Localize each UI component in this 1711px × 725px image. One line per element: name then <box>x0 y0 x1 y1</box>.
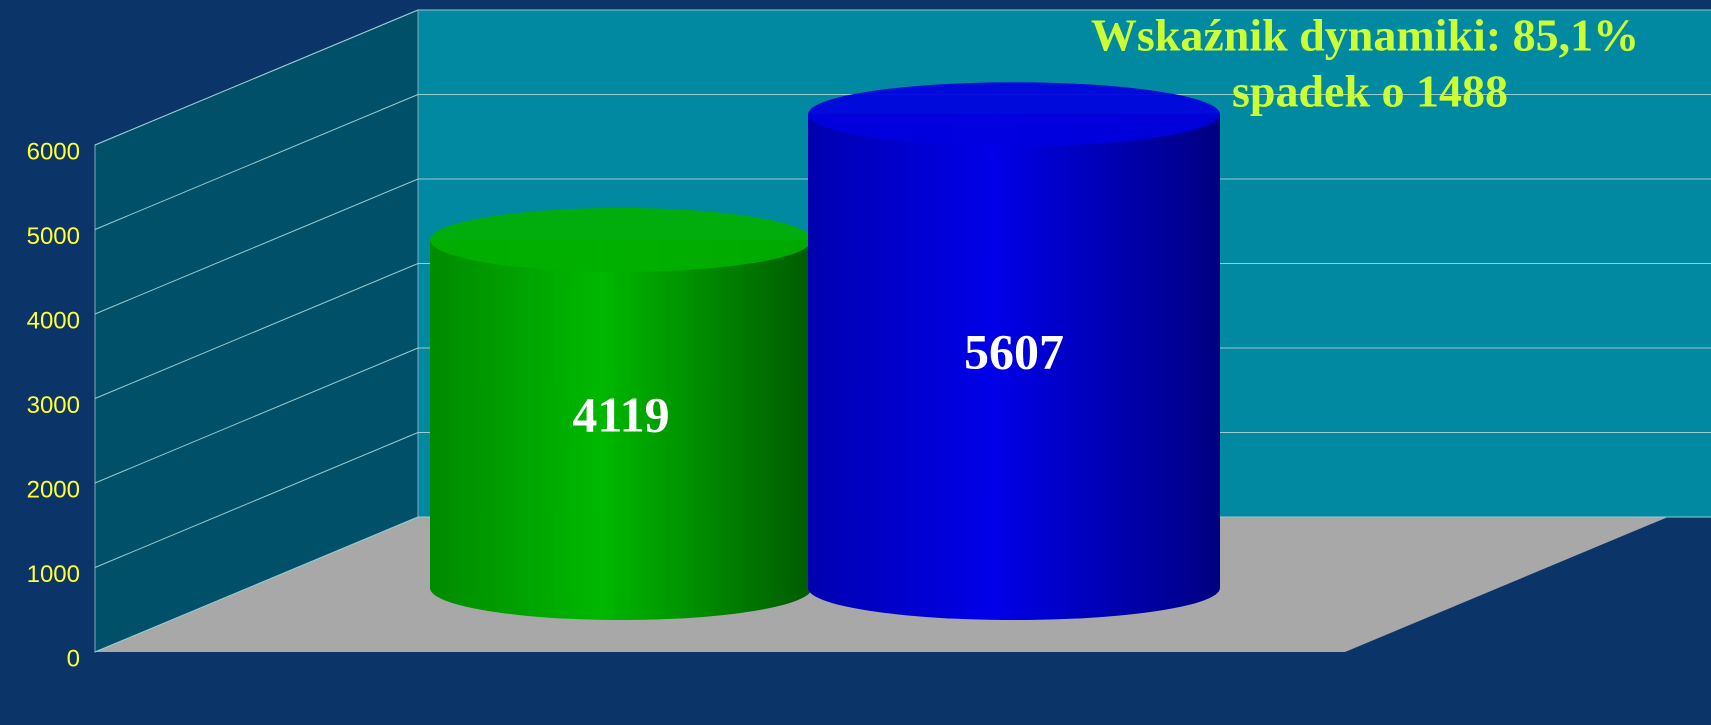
y-tick-label: 5000 <box>27 223 80 250</box>
grid-line <box>94 178 419 315</box>
grid-line <box>94 263 419 399</box>
cylinder: 4119 <box>430 207 812 620</box>
value-label: 5607 <box>964 324 1064 380</box>
y-tick-label: 2000 <box>27 476 80 503</box>
grid-line <box>94 516 419 653</box>
grid-line <box>94 9 419 146</box>
value-label: 4119 <box>572 386 669 442</box>
y-tick-label: 0 <box>67 645 80 672</box>
y-tick-label: 6000 <box>27 138 80 165</box>
grid-line <box>94 94 419 230</box>
cylinder-body <box>808 114 1220 621</box>
grid-line <box>94 347 419 484</box>
cylinder: 5607 <box>808 82 1220 621</box>
y-tick-label: 1000 <box>27 561 80 588</box>
chart-title: Wskaźnik dynamiki: 85,1% <box>1091 10 1639 61</box>
grid-line <box>94 432 419 568</box>
cylinder-body <box>430 239 812 620</box>
cylinder-top <box>808 82 1220 147</box>
chart-subtitle: spadek o 1488 <box>1232 66 1508 117</box>
y-tick-label: 3000 <box>27 392 80 419</box>
cylinder-top <box>430 207 812 272</box>
y-tick-label: 4000 <box>27 307 80 334</box>
